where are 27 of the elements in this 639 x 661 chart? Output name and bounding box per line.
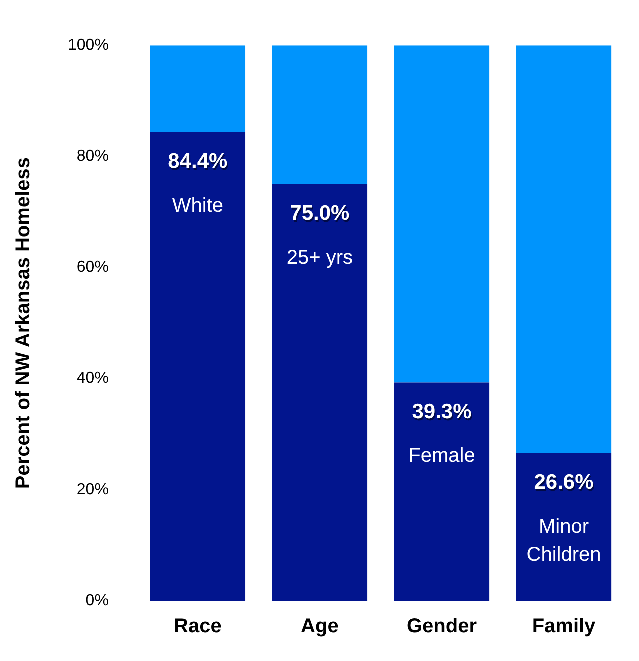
- y-tick-label: 40%: [76, 370, 109, 388]
- annotation: 25+ yrs: [286, 246, 354, 269]
- annotation: Female: [408, 445, 476, 468]
- x-tick-label: Gender: [406, 616, 478, 638]
- bar: [394, 46, 490, 383]
- data-label: 26.6%: [534, 471, 594, 494]
- bar: [516, 46, 612, 454]
- bar: [150, 132, 246, 601]
- data-label: 39.3%: [412, 400, 472, 424]
- y-tick-label: 0%: [86, 592, 109, 610]
- annotation: White: [172, 194, 224, 217]
- y-tick-label: 80%: [76, 148, 109, 166]
- bar: [394, 382, 490, 601]
- data-label: 84.4%: [168, 150, 228, 174]
- bar: [272, 184, 368, 601]
- x-tick-label: Age: [301, 616, 339, 638]
- data-label: 75.0%: [290, 202, 350, 226]
- y-tick-label: 20%: [76, 481, 109, 498]
- x-tick-label: Family: [532, 616, 597, 638]
- bar: [150, 46, 246, 132]
- annotation: Minor Children: [526, 516, 602, 566]
- y-tick-label: 100%: [68, 37, 109, 54]
- bar: [272, 46, 368, 184]
- x-tick-label: Race: [174, 616, 222, 638]
- y-axis-title: Percent of NW Arkansas Homeless: [12, 157, 35, 490]
- y-tick-label: 60%: [76, 259, 109, 276]
- bar: [516, 453, 612, 601]
